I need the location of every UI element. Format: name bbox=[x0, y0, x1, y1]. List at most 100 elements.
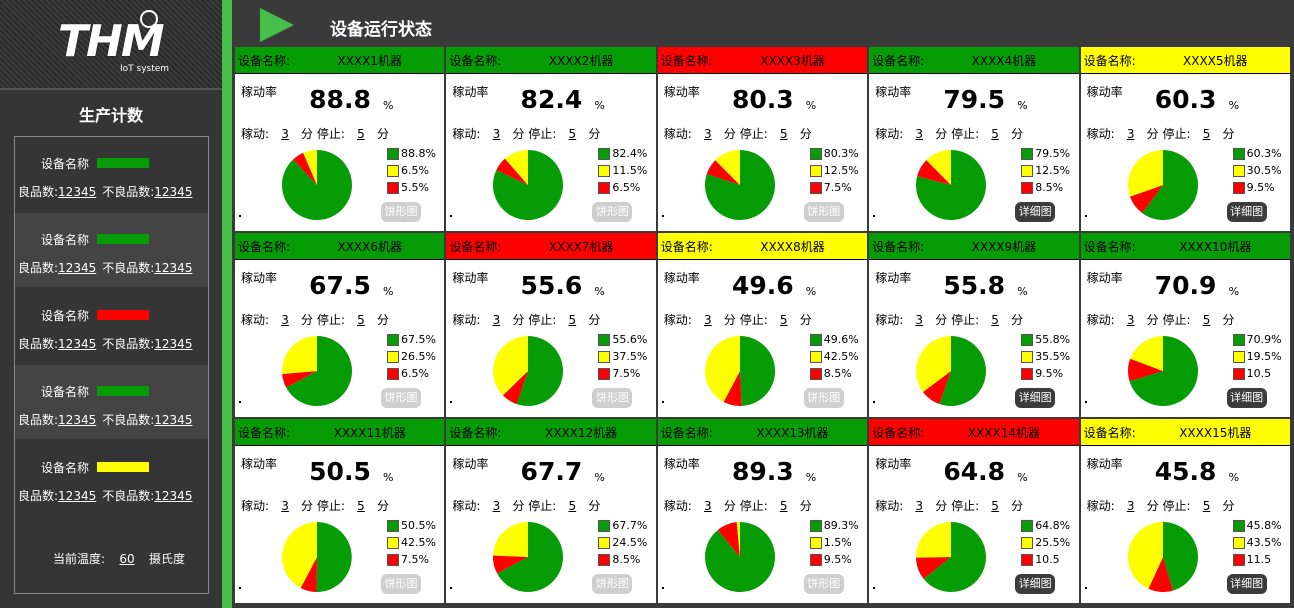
legend-value: 82.4% bbox=[612, 147, 648, 160]
utilization-label: 稼动率 bbox=[663, 457, 700, 471]
good-count-value: 12345 bbox=[58, 185, 97, 199]
stop-label: 停止: bbox=[951, 127, 980, 141]
chart-view-button[interactable]: 详细图 bbox=[1015, 574, 1056, 594]
utilization-unit: % bbox=[1228, 99, 1240, 112]
card-header: 设备名称: XXXX5机器 bbox=[1080, 47, 1290, 74]
run-value: 3 bbox=[915, 127, 924, 141]
run-stop-times: 稼动: 3 分 停止: 5 分 bbox=[241, 497, 389, 514]
chart-view-button[interactable]: 饼形图 bbox=[381, 574, 421, 594]
legend-value: 9.5% bbox=[823, 553, 852, 566]
play-icon[interactable] bbox=[260, 8, 294, 42]
pie-slice-stop bbox=[496, 158, 529, 185]
device-name-label: 设备名称: bbox=[660, 240, 713, 254]
card-header: 设备名称: XXXX3机器 bbox=[657, 47, 868, 74]
legend-swatch bbox=[387, 334, 399, 346]
stop-value: 5 bbox=[991, 127, 999, 141]
pie-slice-idle bbox=[493, 336, 529, 396]
device-name-label: 设备名称: bbox=[449, 54, 502, 68]
legend-swatch bbox=[598, 148, 611, 160]
utilization-label: 稼动率 bbox=[663, 271, 700, 285]
run-value: 3 bbox=[281, 127, 289, 141]
stop-unit: 分 bbox=[799, 127, 812, 141]
legend-value: 35.5% bbox=[1035, 350, 1071, 363]
chart-view-button[interactable]: 饼形图 bbox=[803, 202, 844, 222]
pie-slice-idle bbox=[1129, 336, 1163, 371]
card-header: 设备名称: XXXX12机器 bbox=[446, 419, 656, 446]
legend-swatch bbox=[1232, 165, 1245, 177]
stop-value: 5 bbox=[1202, 127, 1211, 141]
chart-view-button[interactable]: 饼形图 bbox=[592, 388, 633, 408]
chart-view-button[interactable]: 饼形图 bbox=[381, 388, 421, 408]
count-line: 良品数:12345 不良品数:12345 bbox=[18, 259, 198, 276]
legend-swatch bbox=[598, 182, 611, 194]
chart-view-button[interactable]: 饼形图 bbox=[592, 574, 633, 594]
device-name: XXXX1机器 bbox=[337, 54, 402, 68]
chart-view-button[interactable]: 详细图 bbox=[1226, 574, 1267, 594]
legend-value: 9.5% bbox=[1035, 367, 1064, 380]
stop-unit: 分 bbox=[588, 313, 601, 327]
run-unit: 分 bbox=[1146, 499, 1159, 513]
pie-slice-stop bbox=[293, 152, 317, 185]
stop-unit: 分 bbox=[1011, 499, 1024, 513]
run-stop-times: 稼动: 3 分 停止: 5 分 bbox=[241, 125, 389, 142]
pie-chart bbox=[282, 522, 352, 593]
legend-swatch bbox=[387, 182, 399, 194]
device-name-label: 设备名称 bbox=[41, 461, 90, 475]
stop-label: 停止: bbox=[739, 499, 768, 513]
stop-value: 5 bbox=[779, 499, 788, 513]
device-name-label: 设备名称 bbox=[41, 157, 90, 171]
legend-swatch bbox=[1021, 334, 1034, 346]
chart-view-button[interactable]: 详细图 bbox=[1226, 388, 1267, 408]
stop-label: 停止: bbox=[951, 499, 980, 513]
run-unit: 分 bbox=[935, 499, 948, 513]
marker-dot bbox=[661, 215, 664, 217]
legend-value: 42.5% bbox=[823, 350, 859, 363]
run-stop-times: 稼动: 3 分 停止: 5 分 bbox=[452, 497, 600, 514]
utilization-value: 67.5 bbox=[309, 271, 371, 300]
run-unit: 分 bbox=[301, 313, 314, 327]
device-name-label: 设备名称: bbox=[449, 240, 502, 254]
legend-swatch bbox=[1021, 368, 1034, 380]
pie-slice-stop bbox=[723, 371, 742, 407]
pie-chart bbox=[281, 150, 352, 220]
stop-value: 5 bbox=[1202, 499, 1211, 513]
pie-slice-run bbox=[493, 150, 564, 220]
machine-card: 设备名称: XXXX15机器 稼动率 45.8% 稼动: 3 分 停止: 5 分 45.8% 43.… bbox=[1080, 419, 1290, 603]
chart-view-button[interactable]: 饼形图 bbox=[803, 388, 844, 408]
legend-swatch bbox=[387, 351, 399, 363]
pie-chart bbox=[704, 335, 775, 407]
chart-view-button[interactable]: 详细图 bbox=[1015, 388, 1056, 408]
run-value: 3 bbox=[704, 127, 712, 141]
device-name: XXXX5机器 bbox=[1183, 54, 1248, 68]
legend-swatch bbox=[387, 554, 399, 566]
utilization-unit: % bbox=[1228, 471, 1240, 484]
device-name: XXXX12机器 bbox=[545, 426, 618, 440]
chart-view-button[interactable]: 详细图 bbox=[1226, 202, 1267, 222]
stop-unit: 分 bbox=[1222, 499, 1235, 513]
utilization-value: 70.9 bbox=[1154, 271, 1217, 300]
device-name-label: 设备名称: bbox=[449, 426, 502, 440]
run-unit: 分 bbox=[1146, 127, 1159, 141]
page-title: 设备运行状态 bbox=[330, 20, 432, 40]
chart-view-button[interactable]: 饼形图 bbox=[381, 202, 421, 222]
utilization-label: 稼动率 bbox=[452, 457, 489, 471]
utilization-value: 82.4 bbox=[520, 85, 583, 114]
logo-ring-icon bbox=[140, 10, 158, 28]
legend-value: 49.6% bbox=[823, 333, 859, 346]
utilization-unit: % bbox=[1017, 99, 1028, 112]
legend-swatch bbox=[1232, 182, 1245, 194]
good-count-label: 良品数: bbox=[18, 261, 59, 275]
chart-view-button[interactable]: 饼形图 bbox=[803, 574, 844, 594]
chart-view-button[interactable]: 饼形图 bbox=[592, 202, 633, 222]
chart-view-button[interactable]: 详细图 bbox=[1015, 202, 1056, 222]
legend-value: 24.5% bbox=[612, 536, 648, 549]
run-label: 稼动: bbox=[875, 313, 904, 327]
legend-value: 5.5% bbox=[401, 181, 429, 194]
pie-chart bbox=[916, 522, 987, 592]
legend-swatch bbox=[387, 537, 399, 549]
legend-value: 8.5% bbox=[1035, 181, 1064, 194]
run-stop-times: 稼动: 3 分 停止: 5 分 bbox=[875, 311, 1023, 328]
status-swatch bbox=[97, 386, 149, 396]
run-unit: 分 bbox=[935, 127, 948, 141]
machine-card: 设备名称: XXXX4机器 稼动率 79.5% 稼动: 3 分 停止: 5 分 79.5% 12.5… bbox=[869, 47, 1079, 231]
